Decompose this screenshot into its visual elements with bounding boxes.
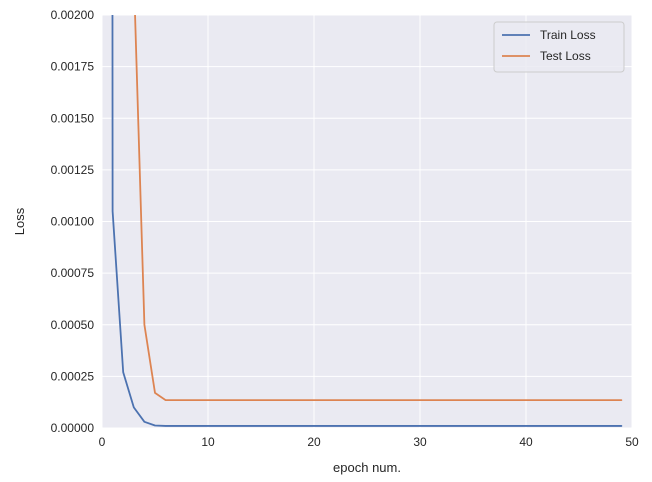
y-tick-label: 0.00175 (51, 60, 95, 74)
series-lines (111, 15, 623, 427)
y-tick-label: 0.00025 (51, 369, 95, 383)
y-tick-labels: 0.00000 0.00025 0.00050 0.00075 0.00100 0.001… (51, 8, 95, 435)
series-line-train-loss (111, 15, 623, 427)
series-line-test-loss (134, 15, 623, 402)
x-tick-label: 30 (413, 435, 427, 449)
legend-label: Train Loss (540, 28, 596, 42)
x-tick-labels: 0 10 20 30 40 50 (99, 435, 639, 449)
y-tick-label: 0.00050 (51, 318, 95, 332)
x-tick-label: 10 (201, 435, 215, 449)
y-tick-label: 0.00150 (51, 111, 95, 125)
y-tick-label: 0.00200 (51, 8, 95, 22)
y-tick-label: 0.00000 (51, 421, 95, 435)
grid-lines (101, 14, 633, 429)
y-tick-label: 0.00125 (51, 163, 95, 177)
y-tick-label: 0.00075 (51, 266, 95, 280)
legend: Train Loss Test Loss (493, 21, 625, 73)
x-tick-label: 20 (307, 435, 321, 449)
x-axis-label: epoch num. (333, 460, 401, 475)
x-tick-label: 50 (625, 435, 639, 449)
x-tick-label: 40 (519, 435, 533, 449)
x-tick-label: 0 (99, 435, 106, 449)
y-tick-label: 0.00100 (51, 215, 95, 229)
legend-label: Test Loss (540, 49, 591, 63)
y-axis-label: Loss (12, 207, 27, 235)
